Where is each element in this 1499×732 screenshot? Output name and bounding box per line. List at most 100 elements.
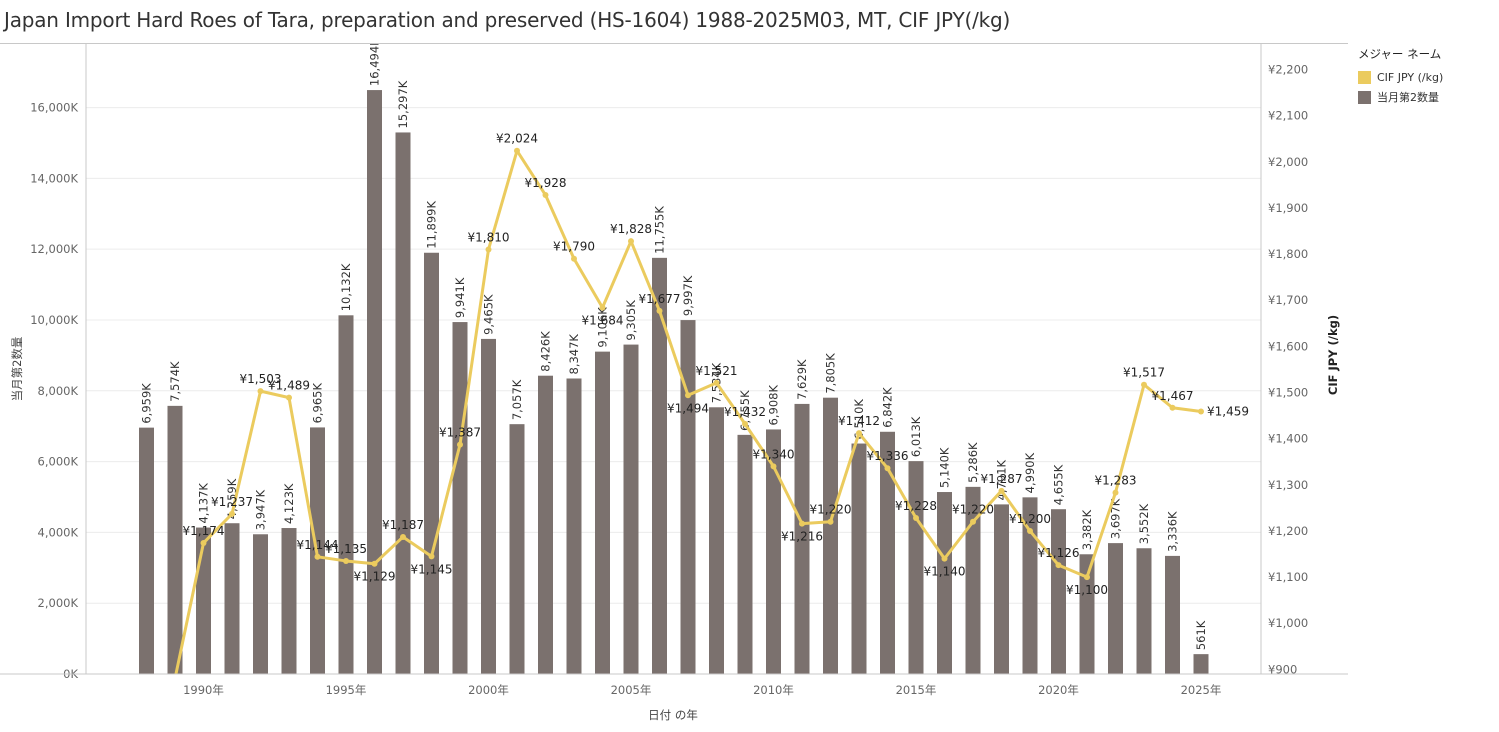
line-point — [1141, 381, 1147, 388]
line-label: ¥1,135 — [325, 542, 367, 556]
bar-label: 5,140K — [938, 447, 952, 488]
bar — [965, 486, 981, 674]
left-tick-label: 8,000K — [38, 384, 79, 398]
x-tick-label: 1995年 — [326, 683, 367, 697]
bar — [623, 344, 639, 674]
bar — [367, 90, 382, 675]
bar — [452, 322, 468, 674]
line-label: ¥1,140 — [924, 565, 966, 579]
bar-label: 6,510K — [852, 399, 866, 440]
bar-label: 10,132K — [339, 263, 353, 311]
line-point — [1169, 404, 1176, 411]
line-point — [713, 379, 720, 386]
right-tick-label: ¥1,000 — [1268, 616, 1308, 630]
line-point — [628, 238, 634, 245]
legend-item-quantity[interactable]: 当月第2数量 — [1358, 87, 1443, 107]
line-data-labels: ¥1,174 ¥1,237 ¥1,503¥1,489 ¥1,144¥1,135 ¥1,1… — [183, 132, 1250, 597]
line-point — [884, 465, 891, 472]
right-tick-label: ¥1,300 — [1268, 478, 1308, 492]
line-label: ¥1,928 — [525, 176, 567, 190]
bar — [224, 523, 240, 674]
line-label: ¥1,387 — [439, 426, 481, 440]
legend-label-cif: CIF JPY (/kg) — [1377, 70, 1444, 84]
bar-label: 3,552K — [1137, 503, 1151, 544]
bar-label: 9,941K — [453, 277, 467, 318]
bar-label: 6,842K — [881, 387, 895, 428]
line-label: ¥1,145 — [411, 562, 453, 576]
line-point — [970, 518, 976, 525]
line-label: ¥1,216 — [781, 530, 823, 544]
bar — [680, 320, 696, 674]
line-point — [685, 392, 691, 399]
bar-label: 4,990K — [1023, 452, 1037, 493]
line-point — [742, 420, 748, 427]
chart-title: Japan Import Hard Roes of Tara, preparat… — [4, 8, 1011, 32]
line-label: ¥1,100 — [1066, 583, 1108, 597]
x-tick-label: 2010年 — [753, 683, 794, 697]
line-label: ¥1,340 — [753, 447, 795, 461]
bar — [566, 378, 582, 674]
line-point — [314, 553, 321, 560]
line-point — [542, 192, 549, 199]
line-point — [400, 533, 406, 540]
x-tick-label: 1990年 — [183, 683, 224, 697]
line-point — [343, 557, 349, 564]
bar-label: 561K — [1194, 620, 1208, 650]
bar — [766, 429, 781, 674]
line-point — [770, 463, 777, 470]
bar — [167, 405, 183, 674]
line-label: ¥2,024 — [496, 132, 538, 146]
bar-label: 4,655K — [1052, 464, 1066, 505]
bar — [253, 534, 268, 674]
bar — [709, 407, 724, 674]
bar — [1136, 548, 1152, 674]
right-tick-label: ¥1,900 — [1268, 201, 1308, 215]
bar — [1079, 554, 1095, 674]
bar — [1108, 543, 1123, 674]
x-tick-label: 2000年 — [468, 683, 509, 697]
left-tick-label: 2,000K — [38, 596, 79, 610]
line-label: ¥1,200 — [1009, 512, 1051, 526]
bar — [481, 338, 496, 674]
bar-label: 4,123K — [282, 483, 296, 524]
line-label: ¥1,684 — [582, 314, 624, 328]
legend-item-cif[interactable]: CIF JPY (/kg) — [1358, 67, 1443, 87]
bar-label: 16,494K — [368, 44, 382, 86]
line-label: ¥1,220 — [810, 503, 852, 517]
bar — [994, 504, 1009, 674]
right-tick-label: ¥2,200 — [1268, 63, 1308, 77]
x-tick-label: 2020年 — [1038, 683, 1079, 697]
bar-label: 11,899K — [425, 201, 439, 249]
axes: 0K2,000K4,000K6,000K8,000K10,000K12,000K… — [0, 44, 1348, 722]
bar — [395, 132, 411, 674]
legend-swatch-cif — [1358, 70, 1371, 84]
line-point — [856, 430, 862, 437]
legend[interactable]: メジャー ネーム CIF JPY (/kg) 当月第2数量 — [1358, 46, 1443, 107]
bar — [880, 431, 895, 674]
bar — [652, 257, 667, 674]
bar-label: 9,997K — [681, 275, 695, 316]
line-point — [1112, 489, 1119, 496]
left-tick-label: 6,000K — [38, 455, 79, 469]
line-point — [1198, 408, 1204, 415]
bar-label: 9,106K — [596, 307, 610, 348]
line-point — [514, 147, 520, 154]
bar-label: 3,947K — [254, 489, 268, 530]
line-label: ¥1,494 — [667, 401, 709, 415]
line-label: ¥1,144 — [297, 538, 339, 552]
line-point — [799, 520, 805, 527]
line-point — [656, 307, 663, 314]
line-point — [599, 304, 606, 311]
line-label: ¥1,432 — [724, 405, 766, 419]
line-label: ¥1,521 — [696, 364, 738, 378]
line-label: ¥1,228 — [895, 499, 937, 513]
right-tick-label: ¥2,100 — [1268, 109, 1308, 123]
right-tick-label: ¥900 — [1268, 662, 1297, 676]
line-label: ¥1,517 — [1123, 366, 1165, 380]
x-axis-title: 日付 の年 — [648, 708, 698, 722]
line-point — [1027, 527, 1033, 534]
line-point — [257, 388, 264, 395]
bar-label: 7,574K — [168, 361, 182, 402]
line-label: ¥1,283 — [1095, 474, 1137, 488]
bar-label: 7,805K — [824, 353, 838, 394]
